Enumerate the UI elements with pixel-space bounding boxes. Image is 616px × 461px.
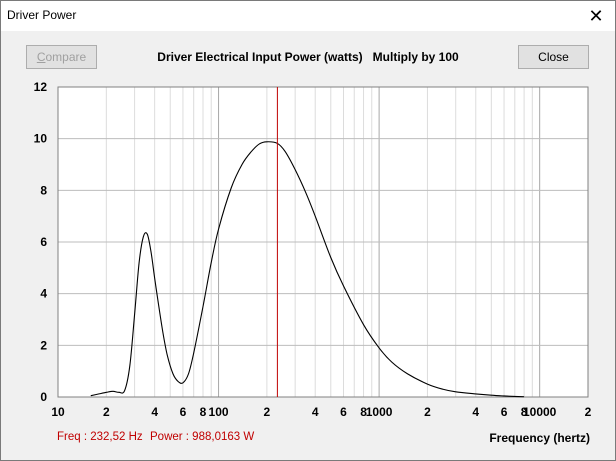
- x-tick-label: 6: [340, 405, 347, 419]
- x-tick-label: 4: [472, 405, 479, 419]
- power-curve: [90, 141, 525, 398]
- window-title: Driver Power: [7, 8, 77, 22]
- power-readout: Power : 988,0163 W: [150, 431, 255, 443]
- x-tick-label: 8: [200, 405, 207, 419]
- x-axis-label: Frequency (hertz): [489, 431, 590, 445]
- plot-frame: [57, 86, 589, 398]
- x-tick-label: 10: [51, 405, 65, 419]
- y-tick-label: 2: [40, 338, 47, 352]
- y-tick-label: 4: [40, 287, 47, 301]
- x-tick-label: 2: [424, 405, 431, 419]
- close-icon[interactable]: ✕: [588, 6, 604, 26]
- x-tick-label: 2: [585, 405, 592, 419]
- x-tick-label: 8: [521, 405, 528, 419]
- y-tick-label: 10: [34, 132, 48, 146]
- title-bar: Driver Power ✕: [1, 1, 615, 31]
- x-tick-label: 2: [264, 405, 271, 419]
- x-tick-label: 1000: [366, 405, 393, 419]
- x-tick-label: 10000: [523, 405, 557, 419]
- compare-label-rest: ompare: [45, 50, 87, 64]
- chart-heading: Driver Electrical Input Power (watts) Mu…: [157, 50, 459, 64]
- y-tick-label: 0: [40, 390, 47, 404]
- x-tick-label: 2: [103, 405, 110, 419]
- y-tick-label: 8: [40, 183, 47, 197]
- x-tick-label: 6: [501, 405, 508, 419]
- x-tick-label: 8: [360, 405, 367, 419]
- x-tick-label: 4: [151, 405, 158, 419]
- y-tick-label: 6: [40, 235, 47, 249]
- x-tick-label: 6: [180, 405, 187, 419]
- x-tick-label: 100: [209, 405, 229, 419]
- compare-label-mnemonic: C: [36, 50, 46, 64]
- y-tick-label: 12: [34, 80, 48, 94]
- x-tick-label: 4: [312, 405, 319, 419]
- frequency-readout: Freq : 232,52 Hz: [57, 431, 143, 443]
- compare-button[interactable]: Compare: [26, 45, 97, 69]
- close-button[interactable]: Close: [518, 45, 589, 69]
